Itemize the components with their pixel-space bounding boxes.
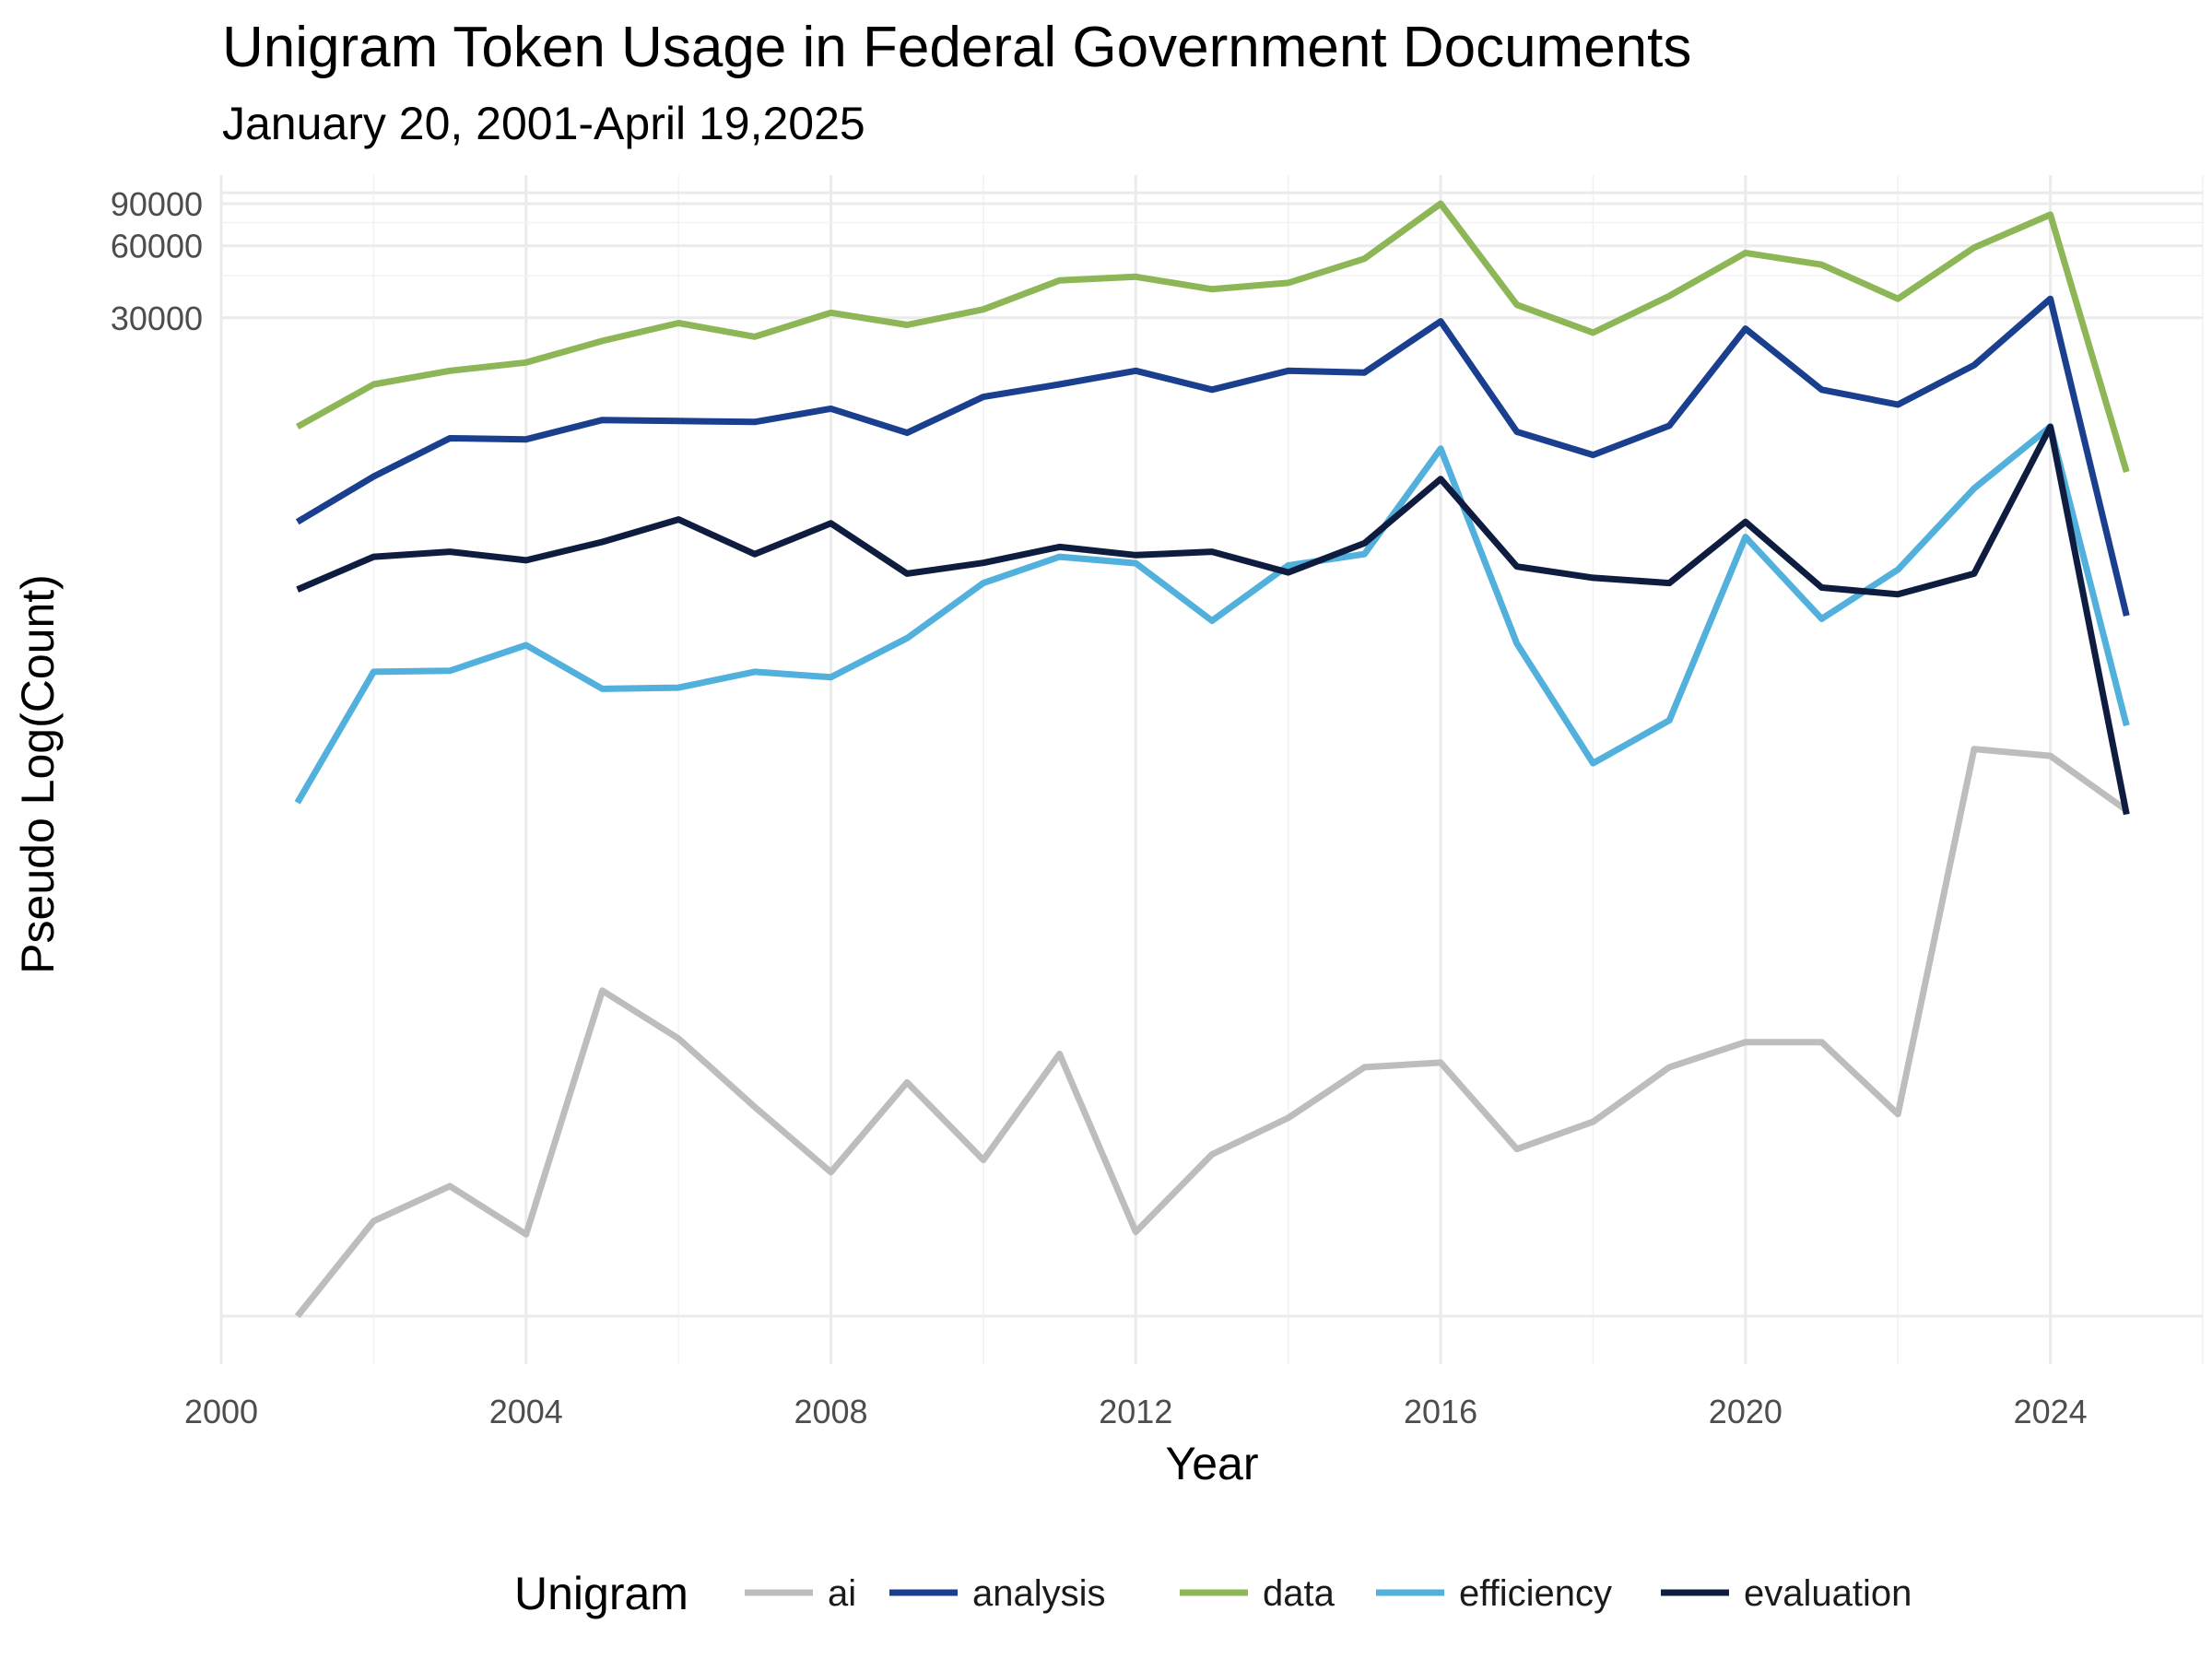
legend-title: Unigram — [514, 1568, 688, 1619]
legend-label-ai: ai — [828, 1573, 856, 1614]
x-tick-label: 2016 — [1404, 1393, 1477, 1430]
legend-label-data: data — [1263, 1573, 1335, 1614]
x-axis-ticks: 2000 2004 2008 2012 2016 2020 2024 — [184, 1393, 2088, 1430]
chart-title: Unigram Token Usage in Federal Governmen… — [222, 16, 1692, 79]
y-axis-ticks: 90000 60000 30000 — [111, 185, 203, 337]
x-tick-label: 2024 — [2014, 1393, 2088, 1430]
x-axis-title: Year — [1165, 1438, 1258, 1489]
legend-label-evaluation: evaluation — [1744, 1573, 1912, 1614]
y-axis-title: Pseudo Log(Count) — [12, 574, 64, 974]
y-tick-label: 90000 — [111, 185, 203, 223]
y-tick-label: 30000 — [111, 300, 203, 337]
series-line-analysis — [295, 295, 2130, 617]
series-lines — [294, 200, 2130, 1319]
series-line-evaluation — [296, 423, 2130, 816]
x-tick-label: 2012 — [1099, 1393, 1172, 1430]
y-tick-label: 60000 — [111, 228, 203, 265]
x-tick-label: 2004 — [489, 1393, 563, 1430]
x-tick-label: 2020 — [1709, 1393, 1783, 1430]
x-tick-label: 2000 — [184, 1393, 258, 1430]
grid — [219, 175, 2204, 1364]
series-line-ai — [294, 746, 2129, 1319]
legend-label-analysis: analysis — [972, 1573, 1106, 1614]
series-line-data — [295, 200, 2130, 473]
x-tick-label: 2008 — [794, 1393, 867, 1430]
legend-label-efficiency: efficiency — [1459, 1573, 1612, 1614]
chart-subtitle: January 20, 2001-April 19,2025 — [222, 98, 865, 149]
legend: Unigram ai analysis data efficiency evaluati… — [514, 1568, 1912, 1619]
series-line-efficiency — [294, 423, 2130, 805]
